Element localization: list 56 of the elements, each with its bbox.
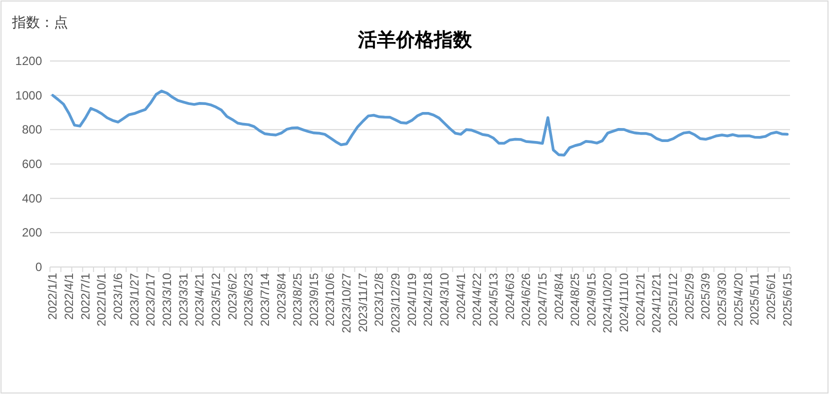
text: 指数：点 xyxy=(11,14,68,30)
x-tick-label: 2023/8/25 xyxy=(290,272,305,326)
x-tick-label: 2023/12/29 xyxy=(388,272,403,334)
x-tick-label: 2023/3/31 xyxy=(176,272,190,326)
x-tick-label: 2024/9/15 xyxy=(584,272,598,326)
x-tick-label: 2024/8/4 xyxy=(552,272,566,320)
chart-title: 活羊价格指数 xyxy=(357,30,473,51)
x-tick-label: 2023/9/15 xyxy=(306,272,321,326)
x-tick-label: 2023/8/4 xyxy=(274,272,288,320)
x-tick-label: 2022/4/1 xyxy=(62,272,76,320)
x-tick-label: 2025/5/11 xyxy=(748,272,762,326)
x-tick-label: 2025/4/20 xyxy=(731,272,746,326)
x-tick-label: 2024/6/26 xyxy=(519,272,534,326)
x-tick-label: 2024/10/20 xyxy=(600,272,615,334)
x-tick-label: 2024/7/15 xyxy=(535,272,550,326)
line-series xyxy=(51,90,789,156)
x-tick-label: 2023/1/6 xyxy=(111,272,126,320)
y-tick-label: 1200 xyxy=(15,54,42,68)
x-tick-label: 2022/10/1 xyxy=(94,272,109,326)
y-tick-label: 600 xyxy=(22,157,42,171)
x-tick-label: 2024/6/3 xyxy=(502,272,517,320)
x-tick-label: 2024/1/19 xyxy=(404,272,419,326)
x-tick-label: 2025/6/1 xyxy=(764,272,778,320)
x-tick-label: 2023/6/23 xyxy=(242,272,256,326)
x-tick-label: 2024/8/25 xyxy=(568,272,582,326)
x-tick-label: 2024/12/1 xyxy=(633,272,648,326)
y-tick-label: 200 xyxy=(22,226,42,240)
x-tick-label: 2025/6/15 xyxy=(780,272,794,326)
y-tick-label: 800 xyxy=(22,122,42,137)
x-tick-label: 2022/1/1 xyxy=(46,272,60,320)
x-tick-label: 2025/3/9 xyxy=(698,272,713,320)
x-tick-label: 2023/1/27 xyxy=(127,272,142,326)
x-tick-label: 2023/2/17 xyxy=(144,272,158,326)
x-tick-label: 2023/10/27 xyxy=(340,272,354,334)
x-tick-label: 2024/12/21 xyxy=(650,272,664,334)
y-tick-label: 400 xyxy=(22,191,42,206)
x-tick-label: 2024/4/22 xyxy=(470,272,484,326)
x-tick-label: 2023/12/8 xyxy=(372,272,386,326)
x-tick-label: 2024/3/10 xyxy=(437,272,452,326)
x-tick-label: 2025/3/30 xyxy=(714,272,729,326)
x-tick-label: 2022/7/1 xyxy=(78,272,92,320)
x-tick-label: 2024/4/1 xyxy=(454,272,468,320)
x-tick-label: 2024/5/13 xyxy=(486,272,500,326)
x-tick-label: 2023/7/14 xyxy=(258,272,272,326)
x-tick-label: 2023/4/21 xyxy=(192,272,207,326)
x-tick-label: 2023/11/17 xyxy=(356,272,370,332)
x-tick-label: 2025/2/9 xyxy=(682,272,696,320)
x-tick-label: 2023/6/2 xyxy=(225,272,240,320)
y-tick-label: 1000 xyxy=(15,88,42,102)
x-tick-label: 2023/3/10 xyxy=(160,272,174,326)
x-tick-label: 2025/1/12 xyxy=(666,272,680,326)
x-tick-label: 2024/2/18 xyxy=(421,272,436,326)
x-tick-label: 2023/5/12 xyxy=(208,272,223,326)
x-tick-label: 2024/11/10 xyxy=(617,272,632,332)
y-tick-label: 0 xyxy=(35,260,42,274)
x-tick-label: 2023/10/6 xyxy=(323,272,338,326)
